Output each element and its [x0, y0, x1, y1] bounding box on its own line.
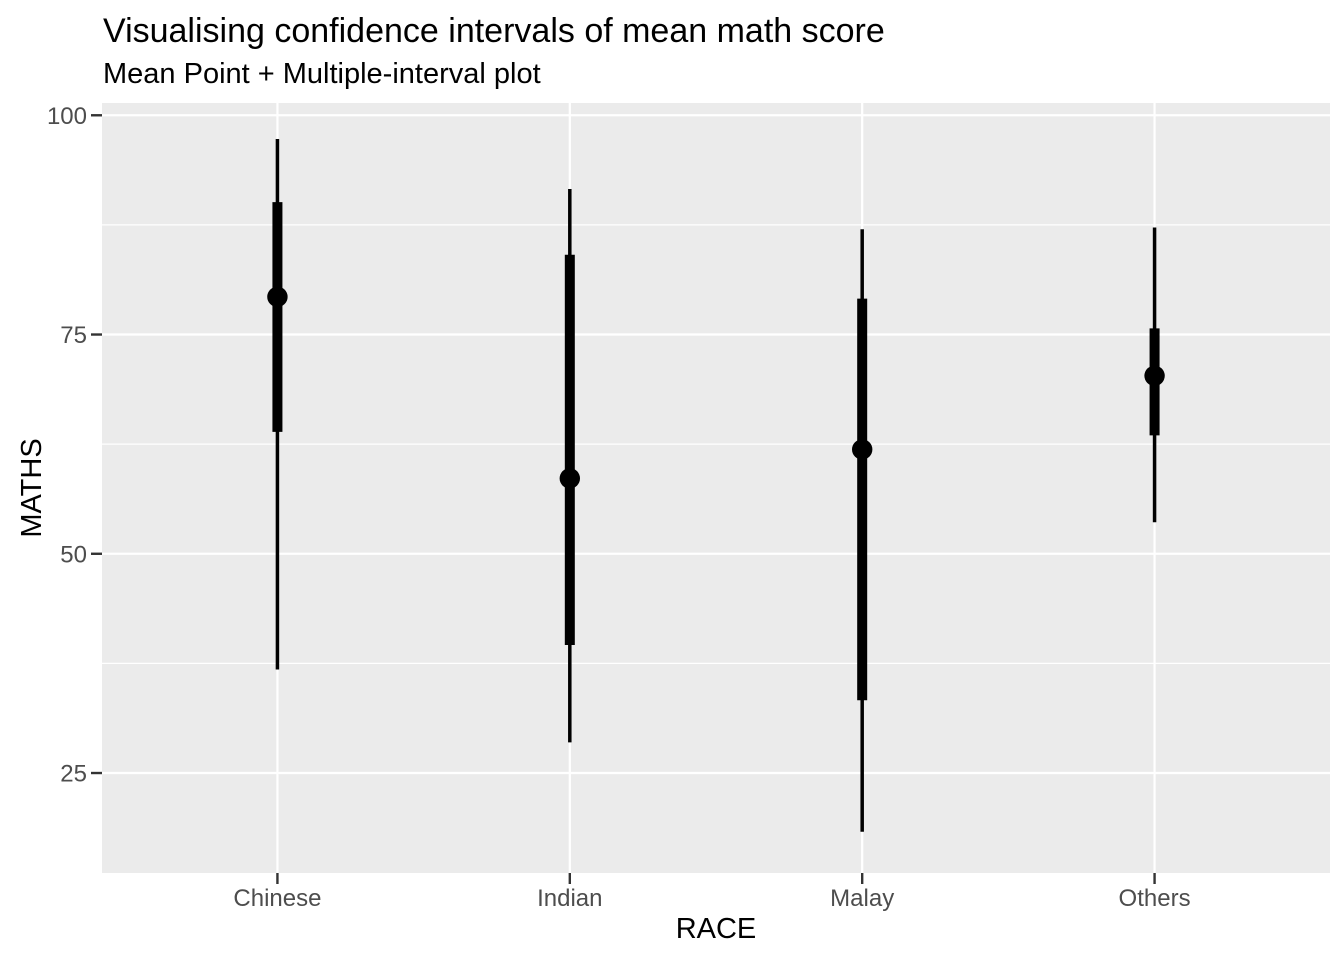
y-tick-label: 25 — [60, 761, 87, 788]
y-tick-label: 50 — [60, 541, 87, 568]
y-tick-label: 75 — [60, 322, 87, 349]
y-tick-label: 100 — [47, 103, 87, 130]
x-tick-label: Indian — [537, 885, 602, 912]
plot-title: Visualising confidence intervals of mean… — [103, 12, 885, 50]
x-tick-label: Others — [1119, 885, 1191, 912]
x-axis-title: RACE — [676, 913, 757, 945]
point-mean-indian — [559, 468, 581, 489]
point-mean-others — [1144, 365, 1165, 386]
x-tick-label: Malay — [830, 885, 894, 912]
x-tick-label: Chinese — [233, 885, 321, 912]
point-mean-chinese — [267, 286, 288, 308]
point-mean-malay — [851, 439, 873, 460]
chart-layers: 25 50 75 100 Chinese Indian Malay Others — [47, 103, 1330, 912]
y-axis-title: MATHS — [16, 438, 48, 537]
panel-background — [102, 103, 1330, 873]
plot-subtitle: Mean Point + Multiple-interval plot — [103, 58, 541, 90]
